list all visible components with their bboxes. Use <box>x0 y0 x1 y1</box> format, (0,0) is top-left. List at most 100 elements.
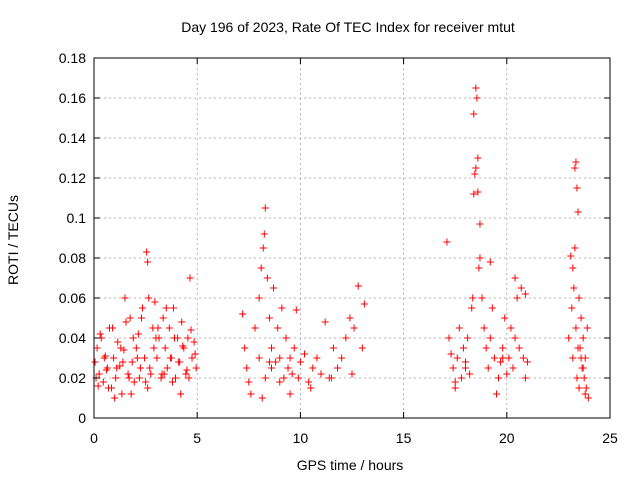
data-point <box>160 370 168 378</box>
data-point <box>125 374 133 382</box>
data-point <box>154 324 162 332</box>
data-point <box>261 374 269 382</box>
data-point <box>517 284 525 292</box>
data-point <box>288 370 296 378</box>
y-tick-label: 0.02 <box>59 370 86 386</box>
data-point <box>162 304 170 312</box>
data-point <box>511 274 519 282</box>
data-point <box>503 370 511 378</box>
data-point <box>130 378 138 386</box>
data-point <box>571 164 579 172</box>
data-point <box>475 264 483 272</box>
data-point <box>152 334 160 342</box>
data-point <box>109 324 117 332</box>
data-point <box>255 294 263 302</box>
data-point <box>523 358 531 366</box>
data-point <box>583 324 591 332</box>
data-point <box>265 314 273 322</box>
data-point <box>451 384 459 392</box>
data-point <box>582 384 590 392</box>
data-point <box>137 314 145 322</box>
data-point <box>172 374 180 382</box>
data-point <box>182 370 190 378</box>
y-tick-label: 0.12 <box>59 170 86 186</box>
data-point <box>499 354 507 362</box>
data-point <box>99 378 107 386</box>
data-point <box>192 364 200 372</box>
x-tick-label: 25 <box>602 430 618 446</box>
y-tick-label: 0.06 <box>59 290 86 306</box>
data-point <box>567 252 575 260</box>
data-point <box>290 344 298 352</box>
x-axis-label: GPS time / hours <box>297 457 404 473</box>
data-point <box>484 364 492 372</box>
data-point <box>118 390 126 398</box>
data-point <box>245 378 253 386</box>
data-point <box>179 342 187 350</box>
data-point <box>575 384 583 392</box>
data-point <box>495 374 503 382</box>
x-tick-label: 5 <box>193 430 201 446</box>
data-point <box>133 354 141 362</box>
data-point <box>284 364 292 372</box>
data-point <box>282 334 290 342</box>
data-point <box>265 358 273 366</box>
data-point <box>571 244 579 252</box>
data-point <box>443 238 451 246</box>
data-point <box>476 220 484 228</box>
data-point <box>150 344 158 352</box>
data-point <box>513 294 521 302</box>
data-point <box>270 284 278 292</box>
x-tick-label: 20 <box>499 430 515 446</box>
data-point <box>294 374 302 382</box>
data-point <box>573 184 581 192</box>
data-point <box>141 354 149 362</box>
data-point <box>577 354 585 362</box>
data-point <box>511 334 519 342</box>
data-point <box>565 334 573 342</box>
data-point <box>159 314 167 322</box>
data-point <box>263 274 271 282</box>
data-point <box>100 354 108 362</box>
data-point <box>569 264 577 272</box>
y-tick-label: 0 <box>78 410 86 426</box>
data-point <box>127 390 135 398</box>
data-point <box>146 364 154 372</box>
data-point <box>509 364 517 372</box>
data-point <box>482 344 490 352</box>
data-point <box>581 390 589 398</box>
data-point <box>462 358 470 366</box>
data-point <box>471 170 479 178</box>
data-point <box>272 358 280 366</box>
data-point <box>334 364 342 372</box>
data-point <box>490 354 498 362</box>
plot-frame <box>93 57 611 419</box>
data-point <box>286 390 294 398</box>
data-point <box>168 378 176 386</box>
data-point <box>584 394 592 402</box>
data-point <box>346 314 354 322</box>
data-point <box>574 208 582 216</box>
x-tick-label: 0 <box>90 430 98 446</box>
data-point <box>455 324 463 332</box>
data-point <box>474 154 482 162</box>
data-point <box>580 374 588 382</box>
data-point <box>521 374 529 382</box>
data-point <box>569 354 577 362</box>
data-point <box>472 84 480 92</box>
data-point <box>153 354 161 362</box>
data-point <box>94 382 102 390</box>
data-point <box>258 394 266 402</box>
data-point <box>579 364 587 372</box>
data-point <box>268 344 276 352</box>
data-point <box>191 350 199 358</box>
data-point <box>286 354 294 362</box>
data-point <box>568 304 576 312</box>
data-point <box>486 334 494 342</box>
data-point <box>96 330 104 338</box>
data-point <box>178 318 186 326</box>
data-point <box>110 354 118 362</box>
data-point <box>572 324 580 332</box>
